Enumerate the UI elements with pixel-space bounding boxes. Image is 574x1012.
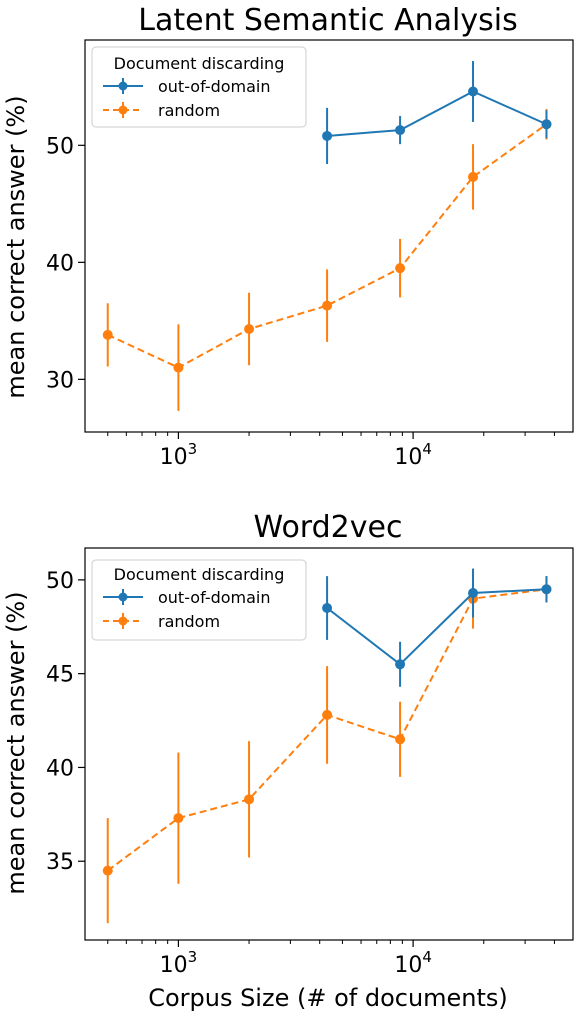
legend-entry-random: random xyxy=(103,612,220,631)
x-tick-label: 103 xyxy=(160,948,198,978)
data-point-random xyxy=(173,362,184,373)
data-point-random xyxy=(395,263,406,274)
legend: Document discarding out-of-domain random xyxy=(91,559,307,641)
legend-title: Document discarding xyxy=(114,54,285,73)
data-point-random xyxy=(102,865,113,876)
legend-marker-random xyxy=(118,616,128,626)
legend-marker-random xyxy=(118,105,128,115)
y-axis-label: mean correct answer (%) xyxy=(2,95,30,398)
data-point-out-of-domain xyxy=(468,588,479,599)
x-tick-label: 104 xyxy=(394,948,432,978)
y-tick-label: 50 xyxy=(46,569,74,594)
y-axis-label: mean correct answer (%) xyxy=(2,591,30,894)
series-line-out-of-domain xyxy=(327,90,547,137)
legend-label-out-of-domain: out-of-domain xyxy=(158,588,271,607)
legend-marker-out-of-domain xyxy=(118,592,128,602)
legend-entry-out-of-domain: out-of-domain xyxy=(103,588,271,607)
panel-title: Latent Semantic Analysis xyxy=(138,3,517,38)
data-point-random xyxy=(244,794,255,805)
legend-box xyxy=(91,559,307,641)
data-point-out-of-domain xyxy=(322,130,333,141)
legend-box xyxy=(91,46,307,128)
legend-label-out-of-domain: out-of-domain xyxy=(158,77,271,96)
data-point-random xyxy=(395,734,406,745)
data-point-random xyxy=(322,300,333,311)
data-point-out-of-domain xyxy=(541,584,552,595)
y-tick-label: 30 xyxy=(46,368,74,393)
data-point-random xyxy=(173,813,184,824)
legend-title: Document discarding xyxy=(114,565,285,584)
legend-marker-out-of-domain xyxy=(118,81,128,91)
x-tick-label: 104 xyxy=(394,440,432,470)
data-point-random xyxy=(244,324,255,335)
y-tick-label: 50 xyxy=(46,134,74,159)
data-point-out-of-domain xyxy=(395,659,406,670)
plot-area: 103 104 30 40 50 xyxy=(46,61,555,470)
data-point-random xyxy=(102,329,113,340)
data-point-out-of-domain xyxy=(322,603,333,614)
y-tick-label: 35 xyxy=(46,850,74,875)
data-point-out-of-domain xyxy=(468,86,479,97)
panel-title: Word2vec xyxy=(254,510,403,545)
plot-frame xyxy=(84,547,574,941)
y-tick-label: 40 xyxy=(46,756,74,781)
plot-frame xyxy=(84,39,574,433)
legend: Document discarding out-of-domain random xyxy=(91,46,307,128)
legend-label-random: random xyxy=(158,612,220,631)
legend-entry-random: random xyxy=(103,101,220,120)
data-point-out-of-domain xyxy=(395,125,406,136)
data-point-random xyxy=(468,171,479,182)
y-tick-label: 45 xyxy=(46,663,74,688)
series-line-out-of-domain xyxy=(326,588,547,666)
panel-word2vec: Word2vec mean correct answer (%) Corpus … xyxy=(2,510,574,1012)
y-tick-label: 40 xyxy=(46,251,74,276)
plot-area: 103 104 35 40 45 50 xyxy=(46,568,555,978)
legend-entry-out-of-domain: out-of-domain xyxy=(103,77,271,96)
data-point-random xyxy=(322,709,333,720)
data-point-out-of-domain xyxy=(541,119,552,130)
panel-lsa: Latent Semantic Analysis mean correct an… xyxy=(2,3,574,470)
x-tick-label: 103 xyxy=(160,440,198,470)
legend-label-random: random xyxy=(158,101,220,120)
x-axis-label: Corpus Size (# of documents) xyxy=(148,984,508,1012)
